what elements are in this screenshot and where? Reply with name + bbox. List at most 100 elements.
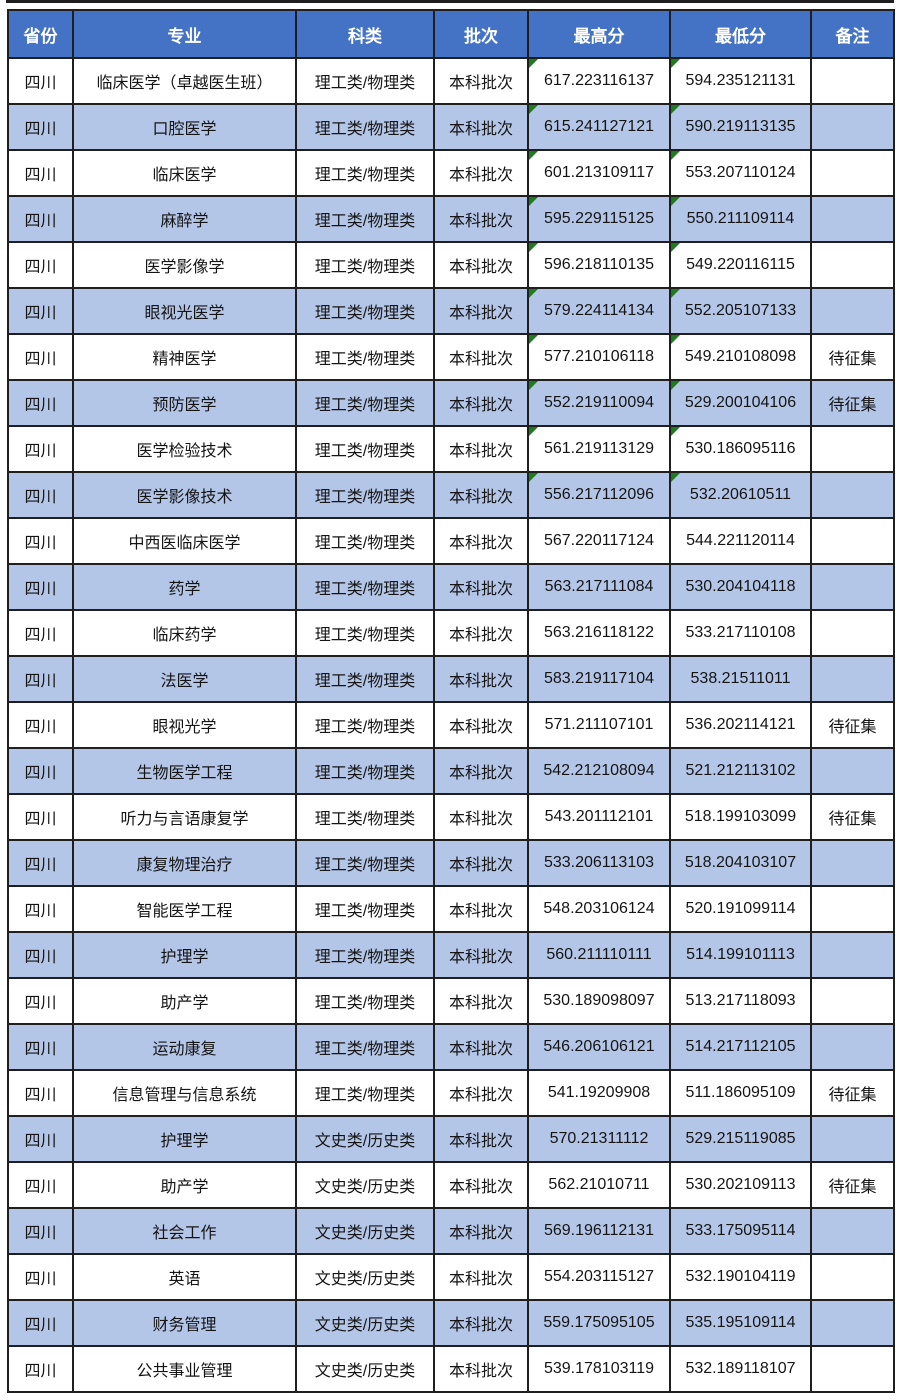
cell-corner-marker-icon	[530, 152, 538, 160]
cell-text: 四川	[24, 121, 57, 138]
cell-major: 英语	[72, 1253, 297, 1301]
cell-province: 四川	[7, 563, 74, 611]
table-header-row: 省份 专业 科类 批次 最高分 最低分 备注	[7, 9, 895, 59]
cell-text: 本科批次	[448, 535, 513, 552]
cell-text: 579.224114134	[543, 302, 655, 319]
cell-text: 530.202109113	[685, 1176, 796, 1193]
cell-text: 临床医学	[152, 167, 217, 184]
cell-text: 理工类/物理类	[314, 811, 416, 828]
cell-text: 理工类/物理类	[314, 259, 416, 276]
cell-province: 四川	[7, 287, 74, 335]
cell-text: 四川	[24, 949, 57, 966]
cell-major: 医学检验技术	[72, 425, 297, 473]
cell-text: 理工类/物理类	[314, 305, 416, 322]
cell-text: 理工类/物理类	[314, 443, 416, 460]
cell-category: 理工类/物理类	[295, 517, 435, 565]
cell-major: 精神医学	[72, 333, 297, 381]
cell-category: 理工类/物理类	[295, 1069, 435, 1117]
cell-max: 560.211110111	[527, 931, 671, 979]
cell-min: 513.217118093	[669, 977, 812, 1025]
cell-text: 567.220117124	[543, 532, 655, 549]
cell-batch: 本科批次	[433, 241, 529, 289]
cell-province: 四川	[7, 609, 74, 657]
cell-batch: 本科批次	[433, 1023, 529, 1071]
cell-remark: 待征集	[810, 333, 895, 381]
cell-min: 533.217110108	[669, 609, 812, 657]
cell-major: 听力与言语康复学	[72, 793, 297, 841]
cell-category: 理工类/物理类	[295, 793, 435, 841]
cropped-row-edge	[6, 0, 894, 3]
cell-text: 法医学	[160, 673, 209, 690]
cell-max: 543.201112101	[527, 793, 671, 841]
cell-corner-marker-icon	[672, 106, 680, 114]
cell-remark	[810, 57, 895, 105]
cell-text: 四川	[24, 627, 57, 644]
cell-max: 541.19209908	[527, 1069, 671, 1117]
cell-major: 公共事业管理	[72, 1345, 297, 1393]
cell-remark	[810, 931, 895, 979]
cell-text: 医学影像学	[144, 259, 225, 276]
cell-province: 四川	[7, 1299, 74, 1347]
cell-province: 四川	[7, 701, 74, 749]
cell-province: 四川	[7, 103, 74, 151]
cell-max: 569.196112131	[527, 1207, 671, 1255]
cell-remark	[810, 287, 895, 335]
cell-remark	[810, 1345, 895, 1393]
cell-text: 药学	[168, 581, 201, 598]
cell-min: 550.211109114	[669, 195, 812, 243]
cell-text: 本科批次	[448, 857, 513, 874]
cell-text: 本科批次	[448, 1179, 513, 1196]
cell-batch: 本科批次	[433, 1345, 529, 1393]
cell-province: 四川	[7, 471, 74, 519]
cell-corner-marker-icon	[672, 152, 680, 160]
cell-min: 553.207110124	[669, 149, 812, 197]
cell-text: 530.204104118	[685, 578, 796, 595]
cell-batch: 本科批次	[433, 471, 529, 519]
cell-batch: 本科批次	[433, 747, 529, 795]
cell-text: 临床药学	[152, 627, 217, 644]
cell-text: 文史类/历史类	[314, 1133, 416, 1150]
cell-text: 四川	[24, 719, 57, 736]
table-row: 四川 运动康复 理工类/物理类 本科批次 546.206106121 514.217112…	[7, 1023, 895, 1071]
cell-major: 生物医学工程	[72, 747, 297, 795]
table-row: 四川 英语 文史类/历史类 本科批次 554.203115127 532.19010411…	[7, 1253, 895, 1301]
cell-text: 595.229115125	[543, 210, 655, 227]
cell-remark: 待征集	[810, 701, 895, 749]
cell-province: 四川	[7, 931, 74, 979]
table-row: 四川 信息管理与信息系统 理工类/物理类 本科批次 541.19209908 511.18…	[7, 1069, 895, 1117]
cell-text: 本科批次	[448, 1225, 513, 1242]
cell-min: 518.204103107	[669, 839, 812, 887]
cell-text: 本科批次	[448, 581, 513, 598]
cell-province: 四川	[7, 793, 74, 841]
cell-text: 文史类/历史类	[314, 1363, 416, 1380]
cell-text: 麻醉学	[160, 213, 209, 230]
cell-text: 文史类/历史类	[314, 1179, 416, 1196]
cell-province: 四川	[7, 425, 74, 473]
cell-remark	[810, 885, 895, 933]
cell-text: 待征集	[828, 1087, 877, 1104]
cell-text: 本科批次	[448, 213, 513, 230]
cell-min: 549.220116115	[669, 241, 812, 289]
cell-remark	[810, 241, 895, 289]
cell-text: 理工类/物理类	[314, 75, 416, 92]
cell-text: 本科批次	[448, 995, 513, 1012]
cell-text: 理工类/物理类	[314, 995, 416, 1012]
cell-province: 四川	[7, 149, 74, 197]
cell-min: 529.215119085	[669, 1115, 812, 1163]
table-row: 四川 助产学 文史类/历史类 本科批次 562.21010711 530.20210911…	[7, 1161, 895, 1209]
cell-text: 理工类/物理类	[314, 765, 416, 782]
cell-text: 四川	[24, 857, 57, 874]
cell-province: 四川	[7, 885, 74, 933]
column-header-min: 最低分	[669, 9, 812, 59]
cell-text: 文史类/历史类	[314, 1317, 416, 1334]
table-row: 四川 公共事业管理 文史类/历史类 本科批次 539.178103119 532.1891…	[7, 1345, 895, 1393]
cell-category: 理工类/物理类	[295, 655, 435, 703]
cell-text: 538.21511011	[690, 670, 791, 687]
cell-text: 理工类/物理类	[314, 1041, 416, 1058]
cell-min: 530.186095116	[669, 425, 812, 473]
cell-category: 理工类/物理类	[295, 563, 435, 611]
cell-text: 518.204103107	[684, 854, 797, 871]
cell-major: 助产学	[72, 977, 297, 1025]
cell-max: 539.178103119	[527, 1345, 671, 1393]
cell-text: 本科批次	[448, 259, 513, 276]
